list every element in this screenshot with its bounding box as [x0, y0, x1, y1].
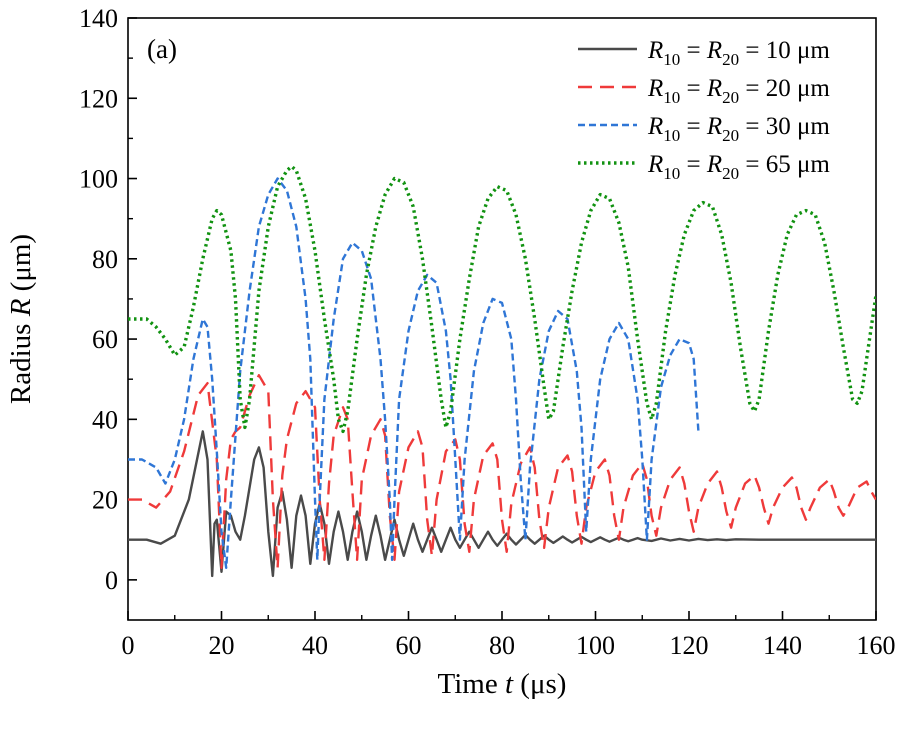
x-tick-label: 120 [670, 631, 709, 660]
x-axis-title: Time t (μs) [438, 668, 567, 700]
x-tick-label: 80 [489, 631, 515, 660]
series-line-r20 [128, 374, 876, 569]
y-tick-label: 40 [92, 405, 118, 434]
x-tick-label: 100 [576, 631, 615, 660]
legend: R10 = R20 = 10 μm R10 = R20 = 20 μm R10 = … [578, 37, 830, 183]
y-tick-label: 0 [105, 566, 118, 595]
y-tick-label: 120 [79, 84, 118, 113]
legend-label-r20: R10 = R20 = 20 μm [647, 75, 830, 107]
legend-label-r10: R10 = R20 = 10 μm [647, 37, 830, 69]
series-line-r10 [128, 430, 876, 578]
x-tick-label: 20 [209, 631, 235, 660]
y-tick-label: 20 [92, 486, 118, 515]
legend-label-r30: R10 = R20 = 30 μm [647, 113, 830, 145]
x-tick-label: 0 [122, 631, 135, 660]
y-tick-label: 140 [79, 4, 118, 33]
series-layer [128, 164, 876, 578]
plot-frame [127, 17, 877, 621]
series-line-r30 [128, 177, 700, 569]
axes: 0 20 40 60 80 100 120 140 160 0 20 40 60 80 100 120 140 [79, 4, 896, 660]
x-tick-label: 40 [302, 631, 328, 660]
legend-label-r65: R10 = R20 = 65 μm [647, 151, 830, 183]
y-tick-label: 100 [79, 165, 118, 194]
y-tick-label: 80 [92, 245, 118, 274]
x-tick-label: 140 [763, 631, 802, 660]
y-tick-label: 60 [92, 325, 118, 354]
y-axis-title: Radius R (μm) [5, 234, 37, 404]
x-tick-label: 60 [396, 631, 422, 660]
x-tick-label: 160 [857, 631, 896, 660]
panel-label: (a) [147, 34, 177, 64]
series-line-r65 [128, 164, 876, 434]
